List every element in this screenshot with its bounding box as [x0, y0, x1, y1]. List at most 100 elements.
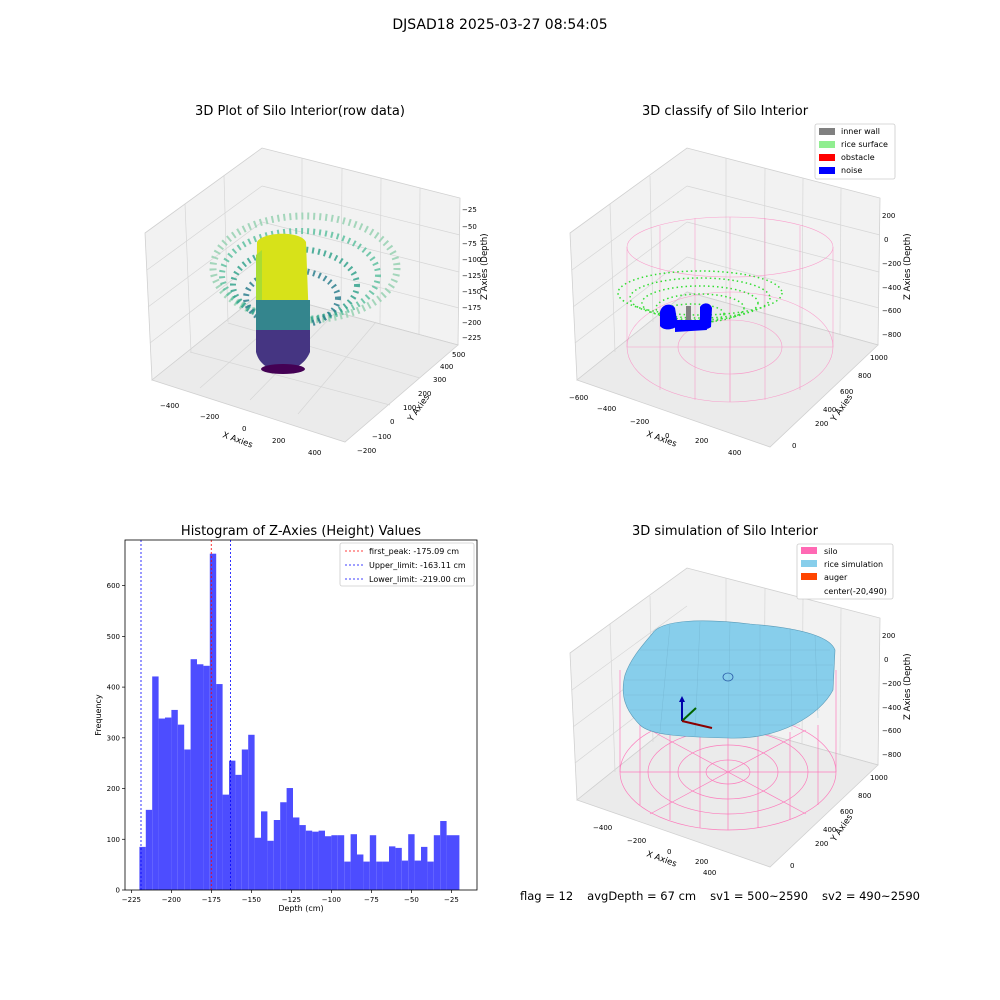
histogram-bar	[222, 794, 229, 890]
histogram-ytick-label: 300	[107, 734, 120, 742]
histogram-bar	[299, 825, 306, 890]
plot1-ztick: −225	[462, 334, 481, 342]
histogram-bar	[190, 659, 197, 890]
histogram-bar	[280, 802, 287, 890]
histogram-xtick-label: −100	[322, 896, 341, 904]
plot2-xtick: 400	[728, 449, 741, 457]
plot1-ztick: −75	[462, 240, 477, 248]
plot2-xtick: −600	[569, 394, 588, 402]
histogram-bar	[203, 665, 210, 890]
plot4-legend-silo: silo	[824, 547, 838, 556]
histogram-ylabel: Frequency	[94, 694, 103, 736]
histogram-bar	[401, 860, 409, 890]
histogram-bar	[158, 718, 165, 890]
histogram-bar	[261, 811, 268, 890]
histogram-bar	[337, 835, 345, 890]
histogram-bar	[382, 861, 389, 890]
plot1-ztick: −125	[462, 272, 481, 280]
histogram-bar	[427, 861, 434, 890]
plot2-ytick: 600	[840, 388, 853, 396]
plot4-surface-mesh	[625, 621, 833, 739]
plot1-xtick: 400	[308, 449, 321, 457]
plot1-ztick: −175	[462, 304, 481, 312]
plot4-ztick: −400	[882, 704, 901, 712]
histogram-bar	[312, 831, 319, 890]
plot2-pane-floor	[576, 291, 879, 448]
plot1-ztick: −200	[462, 319, 481, 327]
plot4-legend-swatch-silo	[801, 547, 817, 554]
plot2-axis-ticks: −600 −400 −200 0 200 400 0 200 400 600 8…	[569, 212, 901, 457]
plot1-ytick: −100	[372, 433, 391, 441]
histogram-bar	[145, 809, 153, 890]
plot4-center-marker	[722, 672, 734, 682]
plot1-ztick: −50	[462, 223, 477, 231]
plot4-xlabel: X Axies	[645, 849, 678, 869]
histogram-bar	[152, 676, 159, 890]
plot4-pane-floor	[576, 711, 879, 868]
plot4-ztick: −200	[882, 680, 901, 688]
histogram-ytick-label: 500	[107, 633, 120, 641]
plot4-xtick: 400	[703, 869, 716, 877]
histogram-bar	[305, 830, 313, 890]
plot1-ytick: 500	[452, 351, 465, 359]
histogram-bar	[177, 724, 185, 890]
histogram-bar	[273, 820, 281, 890]
plot4-axis-ticks: −400 −200 0 200 400 0 200 400 600 800 10…	[593, 632, 901, 877]
plot4-legend-entries: silo rice simulation auger center(-20,49…	[801, 547, 887, 596]
plot2-legend-swatch-inner-wall	[819, 128, 835, 135]
plot2-noise-points	[660, 303, 712, 332]
plot1-xtick: −200	[200, 413, 219, 421]
plot1-ztick: −25	[462, 206, 477, 214]
flag-text: flag = 12	[520, 889, 574, 903]
histogram-bar	[216, 684, 223, 890]
histogram-bar	[254, 837, 261, 890]
histogram-xtick-label: −175	[202, 896, 221, 904]
histogram-bar	[440, 821, 447, 890]
histogram-xtick-label: −75	[364, 896, 379, 904]
plot2-ztick: −600	[882, 307, 901, 315]
plot1-ztick: −150	[462, 288, 481, 296]
histogram-legend: first_peak: -175.09 cm Upper_limit: -163…	[339, 542, 475, 587]
histogram-bar	[395, 847, 402, 890]
plot4-ytick: 400	[823, 826, 836, 834]
histogram-bar	[421, 846, 428, 890]
plot2-legend-obstacle: obstacle	[841, 153, 875, 162]
plot2-ztick: −200	[882, 260, 901, 268]
sv1-text: sv1 = 500~2590	[710, 889, 809, 903]
plot1-ytick: 100	[403, 404, 416, 412]
legend-upper-limit: Upper_limit: -163.11 cm	[369, 561, 466, 570]
plot2-3d-classify: inner wall rice surface obstacle noise −…	[569, 123, 913, 457]
histogram-xticks: −225 −200 −175 −150 −125 −100 −75 −50 −25	[122, 890, 459, 904]
histogram-bar	[350, 834, 357, 890]
histogram-bar	[344, 861, 351, 890]
histogram-bar	[286, 788, 293, 890]
plot2-legend-swatch-rice-surface	[819, 141, 835, 148]
histogram-xlabel: Depth (cm)	[278, 904, 323, 913]
plot4-ytick: 1000	[870, 774, 888, 782]
plot4-legend-rice-simulation: rice simulation	[824, 560, 883, 569]
plot2-ytick: 0	[792, 442, 796, 450]
plot2-legend-inner-wall: inner wall	[841, 127, 880, 136]
histogram-xtick-label: −150	[242, 896, 261, 904]
plot4-auger-axes	[679, 696, 713, 729]
plot2-ytick: 1000	[870, 354, 888, 362]
histogram-ytick-label: 100	[107, 836, 120, 844]
plot4-xtick: −200	[627, 837, 646, 845]
plot4-ytick: 200	[815, 840, 828, 848]
histogram-yticks: 0 100 200 300 400 500 600	[107, 582, 125, 895]
plot4-ytick: 600	[840, 808, 853, 816]
plot2-ztick: −400	[882, 284, 901, 292]
histogram-ytick-label: 200	[107, 785, 120, 793]
legend-lower-limit: Lower_limit: -219.00 cm	[369, 575, 466, 584]
plot1-3d-scatter: −400 −200 0 200 400 −200 −100 0 100 200 …	[144, 147, 490, 457]
histogram-bar	[139, 846, 146, 890]
plot2-zlabel: Z Axies (Depth)	[903, 233, 913, 300]
histogram-xtick-label: −125	[282, 896, 301, 904]
plot4-ztick: −600	[882, 727, 901, 735]
plot2-ytick: 200	[815, 420, 828, 428]
histogram-bar	[229, 760, 236, 890]
plot4-title: 3D simulation of Silo Interior	[632, 524, 818, 539]
plot4-zlabel: Z Axies (Depth)	[903, 653, 913, 720]
histogram-bar	[318, 830, 325, 890]
